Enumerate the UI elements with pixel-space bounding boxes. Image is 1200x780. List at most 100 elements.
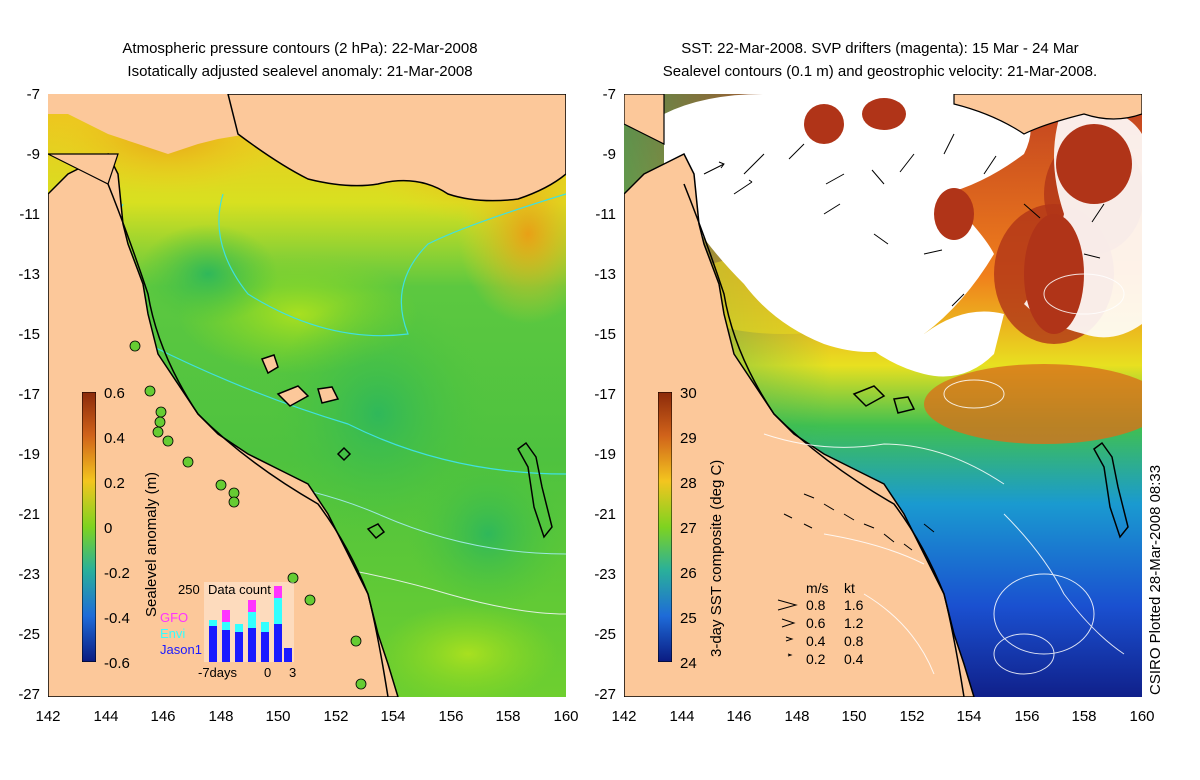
y-tick: -23 <box>594 566 616 583</box>
x-tick: 152 <box>323 708 349 725</box>
x-tick: 142 <box>611 708 637 725</box>
warm-region <box>804 104 844 144</box>
velocity-legend-arrows <box>777 599 798 657</box>
sst-cb-tick: 24 <box>680 655 697 672</box>
reef <box>517 441 553 539</box>
y-tick: -7 <box>26 86 40 103</box>
y-tick: -21 <box>18 506 40 523</box>
sealevel-contours <box>763 273 1125 675</box>
sst-cb-tick: 26 <box>680 565 697 582</box>
y-tick: -11 <box>19 206 40 223</box>
sla-cb-tick: -0.4 <box>104 610 130 627</box>
y-tick: -19 <box>594 446 616 463</box>
x-tick: 160 <box>553 708 579 725</box>
y-tick: -27 <box>18 686 40 703</box>
inset-xtick: -7days <box>198 665 238 680</box>
x-tick: 148 <box>208 708 234 725</box>
inset-xtick: 3 <box>289 665 297 680</box>
data-count-inset <box>204 582 294 662</box>
y-tick: -7 <box>602 86 616 103</box>
legend-header-kt: kt <box>844 580 855 596</box>
torres-strait-coast <box>48 153 119 185</box>
reef <box>276 385 310 407</box>
left-title-line1: Atmospheric pressure contours (2 hPa): 2… <box>122 40 478 57</box>
reef <box>260 354 279 375</box>
sst-colorbar-label: 3-day SST composite (deg C) <box>708 459 725 657</box>
low-anomaly-region <box>268 294 488 534</box>
reef <box>852 385 886 407</box>
x-tick: 160 <box>1129 708 1155 725</box>
reef <box>336 446 352 462</box>
y-tick: -15 <box>18 326 40 343</box>
x-tick: 150 <box>841 708 867 725</box>
legend-kt: 0.4 <box>844 651 864 667</box>
x-tick: 158 <box>495 708 521 725</box>
mid-anomaly-region <box>378 604 558 697</box>
right-title-line1: SST: 22-Mar-2008. SVP drifters (magenta)… <box>681 40 1079 57</box>
inset-title: Data count <box>208 582 271 597</box>
y-tick: -17 <box>594 386 616 403</box>
data-count-bars <box>204 582 294 662</box>
y-tick: -11 <box>595 206 616 223</box>
cloud-mask <box>664 94 1031 352</box>
sst-cb-tick: 25 <box>680 610 697 627</box>
y-tick: -13 <box>594 266 616 283</box>
x-tick: 150 <box>265 708 291 725</box>
png-landmass <box>227 94 566 202</box>
low-anomaly-region <box>408 454 566 614</box>
y-tick: -25 <box>18 626 40 643</box>
x-tick: 158 <box>1071 708 1097 725</box>
shelf-edge <box>683 183 965 697</box>
pressure-contour <box>147 343 566 475</box>
cloud-mask <box>854 311 1004 377</box>
x-tick: 154 <box>956 708 982 725</box>
x-tick: 144 <box>93 708 119 725</box>
plotted-timestamp: CSIRO Plotted 28-Mar-2008 08:33 <box>1147 464 1164 695</box>
y-tick: -15 <box>594 326 616 343</box>
warm-region <box>862 98 906 130</box>
legend-ms: 0.6 <box>806 615 826 631</box>
reef <box>893 396 916 414</box>
x-tick: 144 <box>669 708 695 725</box>
sst-cb-tick: 30 <box>680 385 697 402</box>
sla-cb-tick: -0.2 <box>104 565 130 582</box>
geostrophic-velocity-arrows <box>703 133 1105 551</box>
x-tick: 156 <box>438 708 464 725</box>
sealevel-colorbar <box>82 392 96 662</box>
left-title-line2: Isotatically adjusted sealevel anomaly: … <box>127 63 473 80</box>
x-tick: 156 <box>1014 708 1040 725</box>
tide-gauge-markers <box>129 340 367 690</box>
x-tick: 148 <box>784 708 810 725</box>
pressure-contour <box>218 193 566 337</box>
sst-colorbar <box>658 392 672 662</box>
shelf-edge <box>107 183 389 697</box>
sst-map <box>624 94 1142 697</box>
y-tick: -17 <box>18 386 40 403</box>
sst-cb-tick: 28 <box>680 475 697 492</box>
sla-cb-tick: 0.2 <box>104 475 125 492</box>
legend-header-ms: m/s <box>806 580 829 596</box>
warm-region <box>934 188 974 240</box>
x-tick: 154 <box>380 708 406 725</box>
y-tick: -27 <box>594 686 616 703</box>
y-tick: -23 <box>18 566 40 583</box>
legend-kt: 1.6 <box>844 597 864 613</box>
inset-xtick: 0 <box>264 665 272 680</box>
warm-region <box>1024 214 1084 334</box>
png-landmass <box>624 94 665 145</box>
reef <box>1093 441 1129 539</box>
sealevel-anomaly-map-svg <box>48 94 566 697</box>
sla-cb-tick: 0 <box>104 520 113 537</box>
y-tick: -25 <box>594 626 616 643</box>
x-tick: 146 <box>150 708 176 725</box>
y-tick: -9 <box>26 146 40 163</box>
warm-region <box>1056 124 1132 204</box>
sst-cb-tick: 29 <box>680 430 697 447</box>
inset-series-gfo: GFO <box>160 610 189 625</box>
sla-cb-tick: 0.4 <box>104 430 125 447</box>
legend-ms: 0.4 <box>806 633 826 649</box>
legend-kt: 0.8 <box>844 633 864 649</box>
sla-cb-tick: -0.6 <box>104 655 130 672</box>
y-tick: -19 <box>18 446 40 463</box>
sst-cb-tick: 27 <box>680 520 697 537</box>
